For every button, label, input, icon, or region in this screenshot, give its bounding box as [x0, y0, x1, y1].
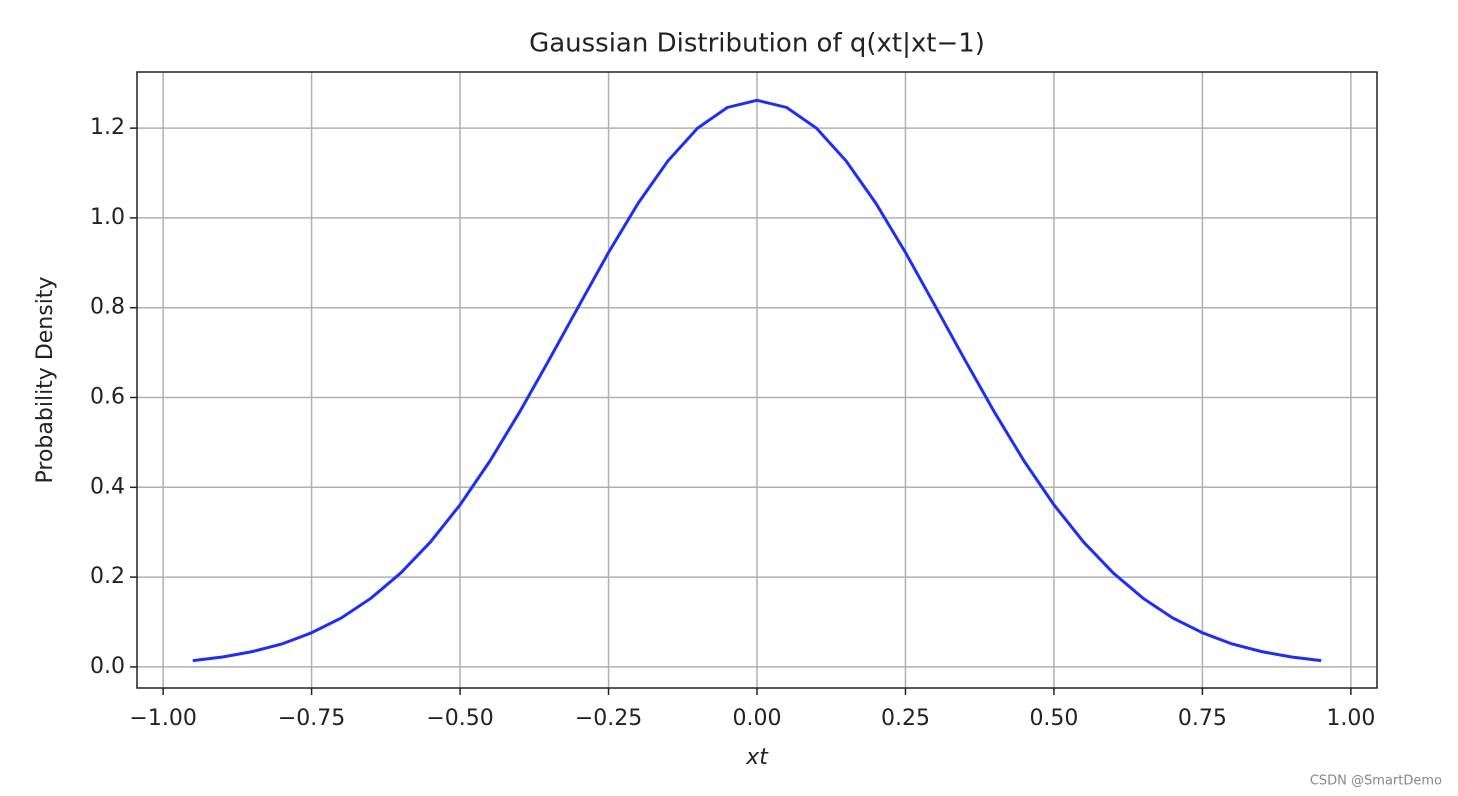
x-tick-label: 0.00	[733, 706, 782, 731]
x-tick-label: 1.00	[1326, 706, 1375, 731]
x-tick-label: −0.25	[575, 706, 642, 731]
x-tick-label: 0.25	[881, 706, 930, 731]
y-tick-label: 0.0	[90, 654, 125, 679]
x-tick-label: 0.75	[1178, 706, 1227, 731]
y-axis-label: Probability Density	[33, 277, 58, 484]
y-tick-label: 0.2	[90, 564, 125, 589]
y-tick-label: 0.8	[90, 295, 125, 320]
y-tick-label: 1.2	[90, 115, 125, 140]
x-tick-label: 0.50	[1029, 706, 1078, 731]
x-tick-label: −1.00	[129, 706, 196, 731]
y-tick-label: 0.4	[90, 474, 125, 499]
watermark: CSDN @SmartDemo	[1310, 774, 1442, 789]
y-tick-label: 1.0	[90, 205, 125, 230]
plot-frame	[136, 71, 1378, 689]
chart-title: Gaussian Distribution of q(xt|xt−1)	[529, 29, 985, 59]
x-tick-label: −0.50	[426, 706, 493, 731]
x-tick-label: −0.75	[278, 706, 345, 731]
y-tick-label: 0.6	[90, 385, 125, 410]
x-axis-label: xt	[745, 745, 769, 770]
line	[192, 98, 1322, 663]
